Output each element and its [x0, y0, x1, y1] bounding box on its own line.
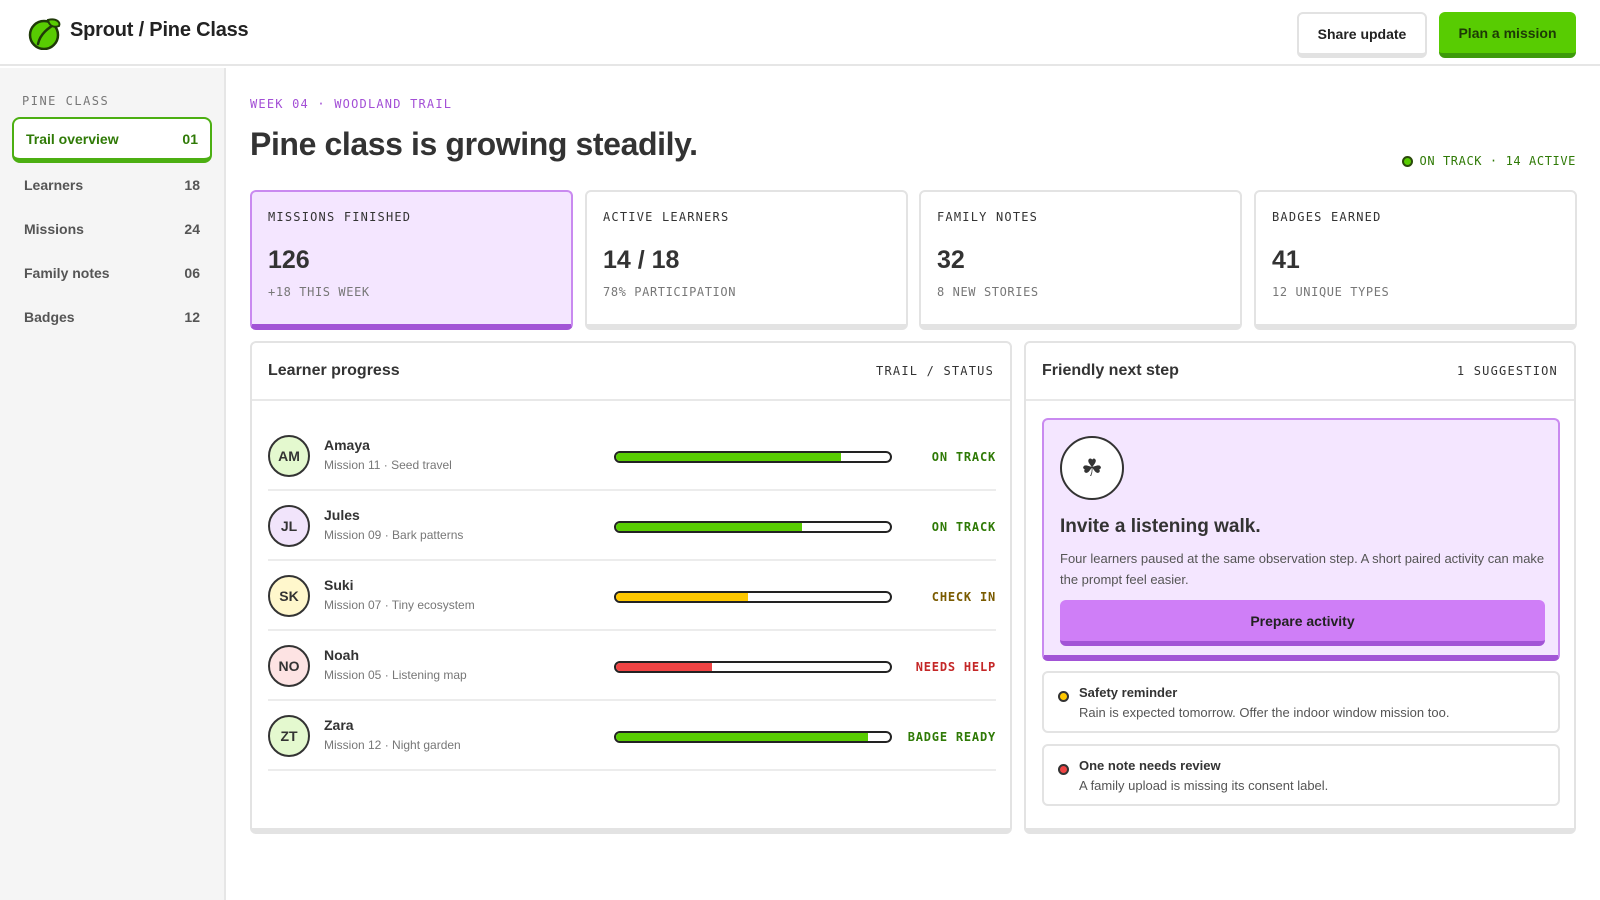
learner-name: Suki — [324, 577, 354, 593]
clover-icon: ☘ — [1060, 436, 1124, 500]
learner-name: Amaya — [324, 437, 370, 453]
avatar: AM — [268, 435, 310, 477]
sidebar-item-count: 18 — [184, 177, 200, 193]
learner-status: CHECK IN — [931, 590, 996, 604]
progress-bar-fill — [616, 593, 748, 601]
stat-sub: +18 THIS WEEK — [268, 285, 370, 299]
stat-sub: 78% PARTICIPATION — [603, 285, 737, 299]
learner-name: Jules — [324, 507, 360, 523]
progress-bar-fill — [616, 663, 712, 671]
panel-header: Learner progress TRAIL / STATUS — [252, 343, 1010, 401]
learner-mission: Mission 11 · Seed travel — [324, 458, 452, 472]
plan-mission-button[interactable]: Plan a mission — [1439, 12, 1576, 58]
learner-status: BADGE READY — [907, 730, 996, 744]
avatar: SK — [268, 575, 310, 617]
status-text: ON TRACK · 14 ACTIVE — [1419, 154, 1576, 168]
sidebar-item-count: 12 — [184, 309, 200, 325]
sidebar-item-label: Learners — [24, 177, 84, 193]
learner-mission: Mission 12 · Night garden — [324, 738, 461, 752]
suggestion-card: ☘ Invite a listening walk. Four learners… — [1042, 418, 1560, 661]
sidebar-heading: PINE CLASS — [22, 94, 110, 108]
share-update-button[interactable]: Share update — [1297, 12, 1427, 58]
suggestion-title: Invite a listening walk. — [1060, 516, 1261, 537]
learner-status: NEEDS HELP — [915, 660, 996, 674]
alert-dot-icon — [1058, 764, 1069, 775]
avatar: JL — [268, 505, 310, 547]
sidebar-item-label: Badges — [24, 309, 75, 325]
learner-progress-panel: Learner progress TRAIL / STATUS AM Amaya… — [250, 341, 1012, 834]
learner-mission: Mission 05 · Listening map — [324, 668, 467, 682]
panel-title: Learner progress — [268, 362, 400, 379]
progress-bar — [614, 521, 892, 533]
stat-card-missions-finished[interactable]: MISSIONS FINISHED 126 +18 THIS WEEK — [250, 190, 573, 330]
learner-status: ON TRACK — [931, 520, 996, 534]
stat-value: 32 — [937, 246, 965, 274]
progress-bar — [614, 451, 892, 463]
note-title: One note needs review — [1079, 758, 1221, 773]
learner-row[interactable]: AM Amaya Mission 11 · Seed travel ON TRA… — [268, 421, 996, 491]
stat-card-badges-earned[interactable]: BADGES EARNED 41 12 UNIQUE TYPES — [1254, 190, 1577, 330]
stat-value: 126 — [268, 246, 310, 274]
next-step-panel: Friendly next step 1 SUGGESTION ☘ Invite… — [1024, 341, 1576, 834]
panel-meta: TRAIL / STATUS — [876, 364, 994, 378]
top-bar: Sprout / Pine Class Share update Plan a … — [0, 0, 1600, 66]
status-dot-icon — [1401, 155, 1413, 167]
stat-card-active-learners[interactable]: ACTIVE LEARNERS 14 / 18 78% PARTICIPATIO… — [585, 190, 908, 330]
progress-bar-fill — [616, 453, 841, 461]
sidebar-item-count: 06 — [184, 265, 200, 281]
prepare-activity-button[interactable]: Prepare activity — [1060, 600, 1545, 646]
status-badge: ON TRACK · 14 ACTIVE — [1401, 154, 1577, 168]
sprout-logo-icon[interactable] — [28, 16, 62, 50]
learner-name: Noah — [324, 647, 359, 663]
avatar: ZT — [268, 715, 310, 757]
stat-label: ACTIVE LEARNERS — [603, 210, 730, 224]
progress-bar — [614, 731, 892, 743]
sidebar-item-badges[interactable]: Badges 12 — [12, 296, 212, 338]
stat-label: MISSIONS FINISHED — [268, 210, 412, 224]
progress-bar — [614, 661, 892, 673]
learner-row[interactable]: NO Noah Mission 05 · Listening map NEEDS… — [268, 631, 996, 701]
stat-sub: 12 UNIQUE TYPES — [1272, 285, 1390, 299]
note-card-review[interactable]: One note needs review A family upload is… — [1042, 744, 1560, 806]
sidebar-item-label: Family notes — [24, 265, 110, 281]
learner-row[interactable]: SK Suki Mission 07 · Tiny ecosystem CHEC… — [268, 561, 996, 631]
progress-bar — [614, 591, 892, 603]
note-body: A family upload is missing its consent l… — [1079, 778, 1329, 793]
panel-header: Friendly next step 1 SUGGESTION — [1026, 343, 1574, 401]
stat-value: 41 — [1272, 246, 1300, 274]
stat-label: FAMILY NOTES — [937, 210, 1039, 224]
progress-bar-fill — [616, 733, 869, 741]
avatar: NO — [268, 645, 310, 687]
stat-sub: 8 NEW STORIES — [937, 285, 1039, 299]
sidebar-item-missions[interactable]: Missions 24 — [12, 208, 212, 250]
sidebar-item-count: 24 — [184, 221, 200, 237]
learner-status: ON TRACK — [931, 450, 996, 464]
stat-card-family-notes[interactable]: FAMILY NOTES 32 8 NEW STORIES — [919, 190, 1242, 330]
stat-label: BADGES EARNED — [1272, 210, 1382, 224]
panel-meta: 1 SUGGESTION — [1456, 364, 1558, 378]
learner-name: Zara — [324, 717, 354, 733]
sidebar-item-learners[interactable]: Learners 18 — [12, 164, 212, 206]
note-card-safety[interactable]: Safety reminder Rain is expected tomorro… — [1042, 671, 1560, 733]
sidebar-item-label: Trail overview — [26, 130, 119, 147]
sidebar-item-count: 01 — [182, 130, 198, 147]
warning-dot-icon — [1058, 691, 1069, 702]
sidebar-item-family-notes[interactable]: Family notes 06 — [12, 252, 212, 294]
app-title: Sprout / Pine Class — [70, 19, 249, 41]
learner-row[interactable]: JL Jules Mission 09 · Bark patterns ON T… — [268, 491, 996, 561]
page-title: Pine class is growing steadily. — [250, 126, 698, 162]
panel-title: Friendly next step — [1042, 362, 1179, 379]
learner-mission: Mission 07 · Tiny ecosystem — [324, 598, 475, 612]
progress-bar-fill — [616, 523, 803, 531]
note-body: Rain is expected tomorrow. Offer the ind… — [1079, 705, 1450, 720]
learner-mission: Mission 09 · Bark patterns — [324, 528, 464, 542]
suggestion-body: Four learners paused at the same observa… — [1060, 551, 1545, 587]
sidebar-item-trail-overview[interactable]: Trail overview 01 — [12, 117, 212, 163]
note-title: Safety reminder — [1079, 685, 1178, 700]
sidebar: PINE CLASS Trail overview 01 Learners 18… — [0, 68, 226, 900]
stat-value: 14 / 18 — [603, 246, 680, 274]
learner-row[interactable]: ZT Zara Mission 12 · Night garden BADGE … — [268, 701, 996, 771]
sidebar-item-label: Missions — [24, 221, 84, 237]
week-kicker: WEEK 04 · WOODLAND TRAIL — [250, 97, 453, 111]
